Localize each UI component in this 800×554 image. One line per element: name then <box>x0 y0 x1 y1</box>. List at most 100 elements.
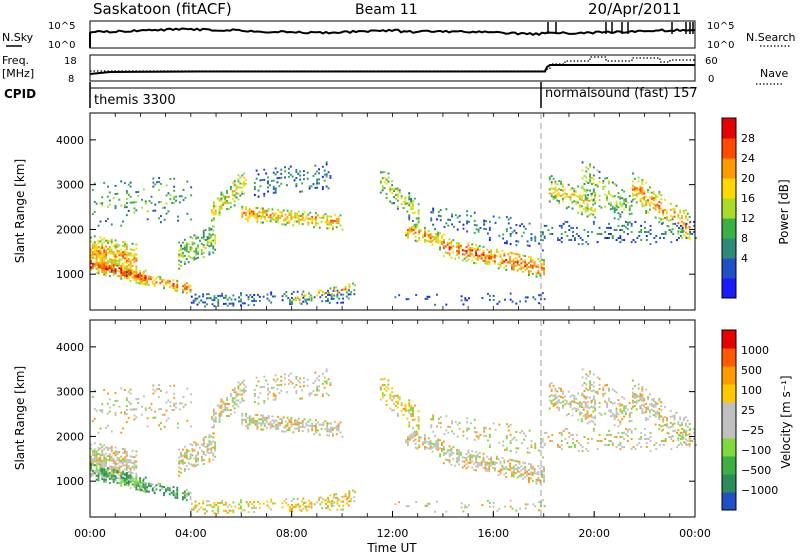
velocity-cell <box>688 445 691 448</box>
power-cell <box>131 271 134 273</box>
velocity-cell <box>645 419 648 421</box>
power-cell <box>304 298 307 301</box>
velocity-cell <box>499 460 502 463</box>
power-cell <box>286 215 289 218</box>
velocity-cell <box>480 464 483 467</box>
power-cell <box>183 263 186 265</box>
velocity-cell <box>619 448 622 451</box>
power-cell <box>245 208 247 210</box>
velocity-cell <box>495 457 498 460</box>
power-cell <box>178 255 181 258</box>
power-cell <box>125 265 128 267</box>
velocity-cell <box>632 379 634 382</box>
velocity-cell <box>118 461 121 464</box>
power-cell <box>628 207 631 210</box>
power-cell <box>394 296 397 299</box>
power-cell <box>414 225 417 228</box>
velocity-cell <box>260 428 263 431</box>
power-cell <box>336 293 339 296</box>
power-cell <box>210 234 213 237</box>
velocity-cell <box>262 428 264 431</box>
velocity-cell <box>641 394 644 397</box>
velocity-cell <box>281 506 284 509</box>
velocity-cell <box>287 504 290 507</box>
velocity-cell <box>483 426 486 429</box>
power-cell <box>535 273 538 276</box>
power-cell <box>433 238 436 241</box>
velocity-cell <box>103 444 106 447</box>
power-cell <box>584 206 587 209</box>
velocity-cell <box>560 440 563 442</box>
velocity-cell <box>539 479 542 482</box>
velocity-cell <box>299 381 302 384</box>
power-cell <box>233 180 236 183</box>
power-cell <box>441 241 443 243</box>
power-cell <box>91 251 94 253</box>
power-cell <box>535 275 538 278</box>
power-cell <box>204 239 207 241</box>
velocity-cell <box>214 416 217 419</box>
velocity-cell <box>558 401 561 404</box>
velocity-cell <box>110 474 113 477</box>
power-cell <box>522 266 525 269</box>
velocity-cell <box>435 448 438 450</box>
power-cell <box>308 185 311 188</box>
velocity-cell <box>442 452 445 455</box>
power-cell <box>573 200 576 203</box>
velocity-cell <box>574 446 576 448</box>
power-cell <box>379 191 382 194</box>
power-cell <box>103 255 106 258</box>
nsearch-label: N.Search <box>746 31 796 44</box>
velocity-cell <box>229 409 232 412</box>
velocity-cell <box>183 468 186 470</box>
power-cell <box>342 293 344 296</box>
power-cell <box>142 278 145 281</box>
velocity-cell <box>335 429 338 432</box>
velocity-cell <box>342 495 345 498</box>
power-cell <box>110 238 113 241</box>
velocity-cell <box>327 394 330 397</box>
velocity-cell <box>288 429 291 431</box>
velocity-cell <box>243 509 246 512</box>
power-cell <box>290 218 293 221</box>
velocity-cell <box>192 506 195 509</box>
power-cell <box>611 235 614 237</box>
velocity-cell <box>526 474 528 477</box>
power-cell <box>286 217 289 220</box>
velocity-cell <box>163 425 166 428</box>
power-cell <box>185 258 188 261</box>
power-cell <box>379 179 382 182</box>
power-cell <box>246 216 249 219</box>
velocity-cell <box>414 442 417 445</box>
power-cell <box>572 226 574 229</box>
velocity-cell <box>611 444 614 446</box>
velocity-cell <box>141 405 143 408</box>
velocity-cell <box>677 429 680 432</box>
power-cell <box>498 234 501 237</box>
power-cell <box>552 198 555 200</box>
velocity-cell <box>107 412 109 415</box>
power-cell <box>588 200 591 203</box>
velocity-cell <box>573 407 576 410</box>
velocity-cell <box>127 400 130 403</box>
velocity-cell <box>442 446 445 448</box>
power-cell <box>389 190 392 193</box>
velocity-cell <box>93 450 96 453</box>
velocity-cell <box>112 452 115 455</box>
power-cell <box>146 218 149 221</box>
power-cell <box>321 175 324 178</box>
power-cell <box>284 170 286 173</box>
velocity-cell <box>550 400 553 403</box>
velocity-cell <box>432 416 435 419</box>
velocity-cell <box>414 438 417 441</box>
velocity-cell <box>287 374 290 377</box>
velocity-cell <box>210 435 213 438</box>
velocity-cell <box>122 451 124 454</box>
power-cell <box>90 240 92 243</box>
velocity-cell <box>396 394 399 397</box>
velocity-cell <box>611 442 614 444</box>
power-cell <box>569 196 572 199</box>
velocity-cell <box>345 502 348 505</box>
power-cell <box>105 274 107 276</box>
velocity-cell <box>247 503 250 506</box>
